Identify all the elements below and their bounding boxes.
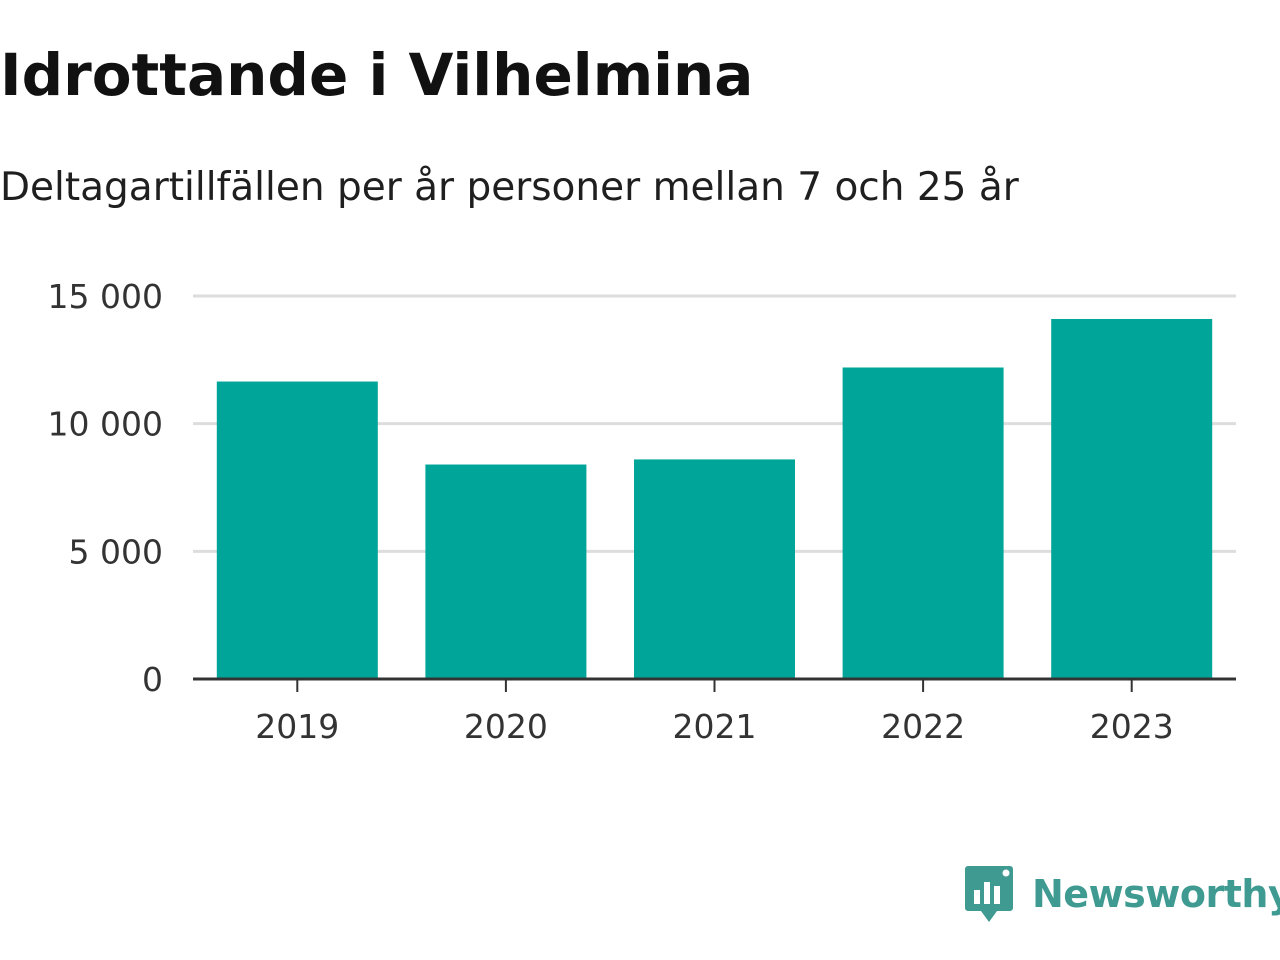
- newsworthy-chart-bubble-icon: [965, 866, 1013, 922]
- bar: [634, 459, 795, 679]
- bar-chart: 0 5 000 10 000 15 000 2019 2020 2021 2022 2023: [48, 277, 1236, 746]
- bars: [216, 318, 1213, 679]
- x-tick-label: 2019: [255, 707, 339, 746]
- x-tick-label: 2020: [464, 707, 548, 746]
- y-axis-tick-labels: 0 5 000 10 000 15 000: [48, 277, 163, 699]
- y-tick-label: 0: [142, 660, 163, 699]
- x-axis-tick-labels: 2019 2020 2021 2022 2023: [255, 707, 1173, 746]
- x-tick-label: 2021: [673, 707, 757, 746]
- x-tick-label: 2023: [1090, 707, 1174, 746]
- bar: [842, 367, 1004, 679]
- chart-title: Idrottande i Vilhelmina: [0, 41, 754, 109]
- bar: [425, 464, 587, 679]
- bar: [1051, 318, 1213, 679]
- x-axis: [193, 677, 1236, 692]
- y-tick-label: 5 000: [69, 532, 163, 571]
- y-tick-label: 15 000: [48, 277, 163, 316]
- bar: [216, 381, 378, 679]
- x-tick-label: 2022: [881, 707, 965, 746]
- brand-logo-block: Newsworthy: [964, 864, 1280, 924]
- brand-name: Newsworthy: [1032, 872, 1280, 916]
- chart-subtitle: Deltagartillfällen per år personer mella…: [0, 165, 1019, 210]
- y-tick-label: 10 000: [48, 405, 163, 444]
